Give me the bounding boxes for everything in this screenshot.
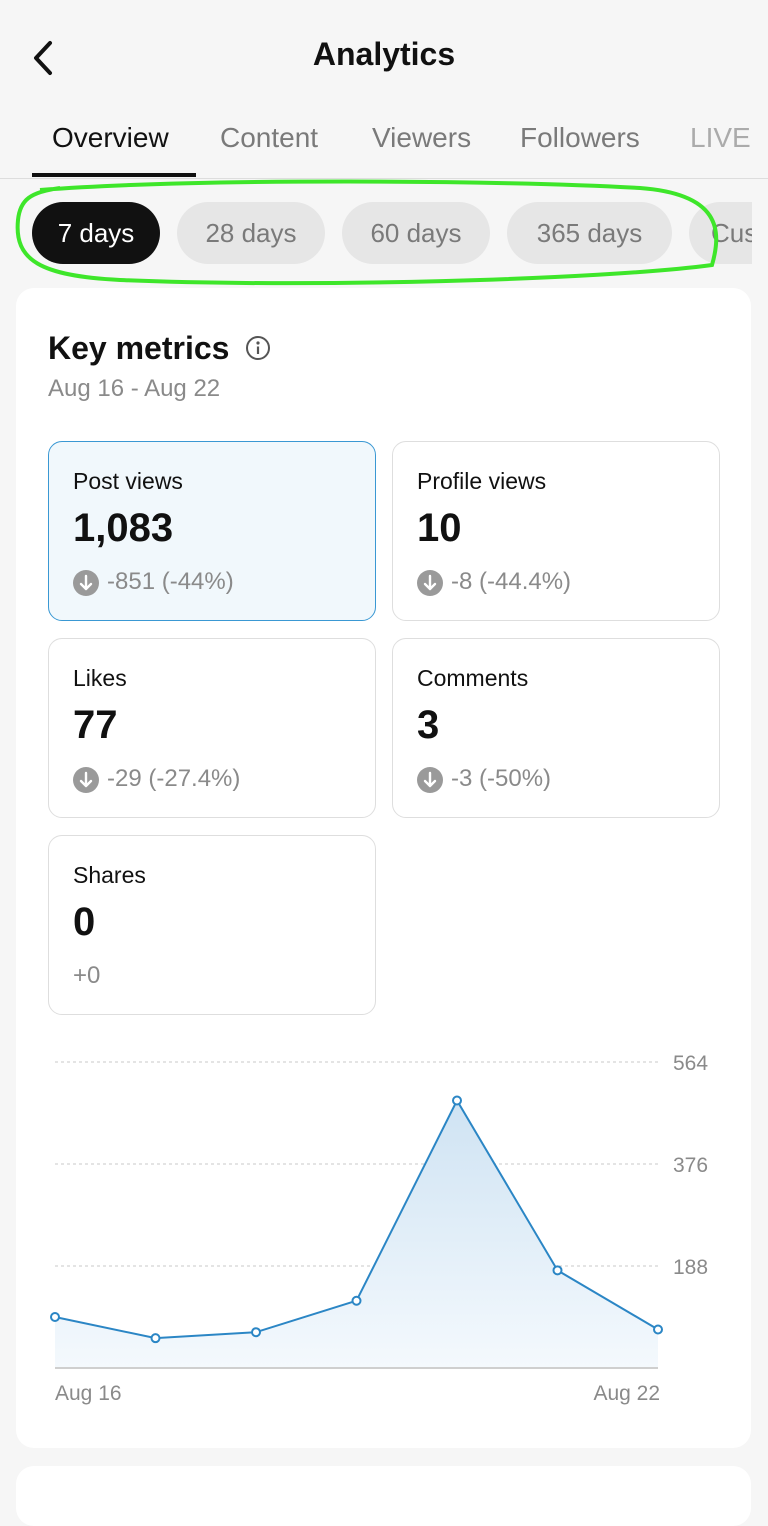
down-icon <box>73 767 99 793</box>
metric-change: -851 (-44%) <box>107 568 234 595</box>
highlight-annotation <box>15 179 719 286</box>
metric-change: -29 (-27.4%) <box>107 765 241 792</box>
metric-change: -8 (-44.4%) <box>451 568 572 595</box>
data-point <box>251 1327 261 1338</box>
metric-value: 77 <box>73 703 118 747</box>
x-tick-label: Aug 22 <box>593 1382 660 1405</box>
chart: 188 376 564 Aug 16 Aug 22 <box>50 1052 708 1405</box>
metric-card[interactable]: Comments 3 -3 (-50%) <box>392 638 720 818</box>
metric-card[interactable]: Profile views 10 -8 (-44.4%) <box>392 441 720 621</box>
data-point <box>351 1295 362 1306</box>
metric-change: +0 <box>73 962 101 989</box>
tab-indicator <box>32 173 196 177</box>
info-icon[interactable] <box>245 335 271 361</box>
data-point <box>552 1265 563 1276</box>
section-title: Key metrics <box>48 330 230 366</box>
area-fill <box>55 1100 658 1368</box>
divider <box>0 178 768 179</box>
metric-label: Profile views <box>417 468 547 494</box>
data-point <box>653 1324 663 1335</box>
data-point <box>452 1095 462 1106</box>
metric-change: -3 (-50%) <box>451 765 552 792</box>
y-tick-label: 564 <box>673 1052 708 1075</box>
page-title: Analytics <box>312 36 456 72</box>
period-pill[interactable]: 28 days <box>177 202 325 264</box>
period-pill[interactable]: 365 days <box>507 202 672 264</box>
data-point <box>50 1312 60 1322</box>
metric-label: Likes <box>73 665 127 691</box>
metric-label: Post views <box>73 468 183 494</box>
data-point <box>150 1333 161 1344</box>
tab[interactable]: LIVE <box>690 122 751 153</box>
down-icon <box>417 570 443 596</box>
tab[interactable]: Followers <box>520 122 640 153</box>
metric-value: 0 <box>73 900 96 944</box>
period-pill[interactable]: 7 days <box>32 202 160 264</box>
back-button[interactable] <box>28 40 58 76</box>
y-tick-label: 376 <box>673 1154 708 1177</box>
down-icon <box>417 767 443 793</box>
x-tick-label: Aug 16 <box>55 1382 122 1405</box>
tab[interactable]: Viewers <box>372 122 472 153</box>
period-pill[interactable]: Cus <box>689 202 752 264</box>
metric-card[interactable]: Shares 0 +0 <box>48 835 376 1015</box>
y-tick-label: 188 <box>673 1256 708 1279</box>
date-range: Aug 16 - Aug 22 <box>48 375 221 402</box>
tab[interactable]: Overview <box>52 122 169 153</box>
down-icon <box>73 570 99 596</box>
tab[interactable]: Content <box>220 122 319 153</box>
metric-label: Comments <box>417 665 529 691</box>
metric-value: 3 <box>417 703 440 747</box>
metric-card[interactable]: Post views 1,083 -851 (-44%) <box>48 441 376 621</box>
metric-card[interactable]: Likes 77 -29 (-27.4%) <box>48 638 376 818</box>
metric-value: 10 <box>417 506 462 550</box>
metric-label: Shares <box>73 862 146 888</box>
period-pill[interactable]: 60 days <box>342 202 490 264</box>
next-card <box>16 1466 751 1526</box>
metric-value: 1,083 <box>73 506 174 550</box>
